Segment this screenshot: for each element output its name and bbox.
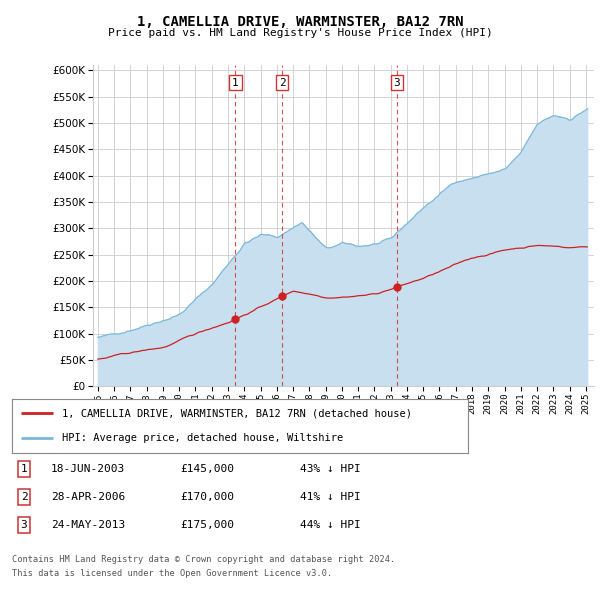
Text: Price paid vs. HM Land Registry's House Price Index (HPI): Price paid vs. HM Land Registry's House …	[107, 28, 493, 38]
Text: 2: 2	[278, 78, 286, 87]
Text: 18-JUN-2003: 18-JUN-2003	[51, 464, 125, 474]
Text: This data is licensed under the Open Government Licence v3.0.: This data is licensed under the Open Gov…	[12, 569, 332, 578]
Text: 3: 3	[394, 78, 400, 87]
Text: 1, CAMELLIA DRIVE, WARMINSTER, BA12 7RN: 1, CAMELLIA DRIVE, WARMINSTER, BA12 7RN	[137, 15, 463, 29]
Text: 2: 2	[20, 493, 28, 502]
Text: 44% ↓ HPI: 44% ↓ HPI	[300, 520, 361, 530]
Text: £145,000: £145,000	[180, 464, 234, 474]
Text: 41% ↓ HPI: 41% ↓ HPI	[300, 493, 361, 502]
Text: HPI: Average price, detached house, Wiltshire: HPI: Average price, detached house, Wilt…	[62, 434, 343, 444]
Text: 24-MAY-2013: 24-MAY-2013	[51, 520, 125, 530]
Text: 28-APR-2006: 28-APR-2006	[51, 493, 125, 502]
Text: £170,000: £170,000	[180, 493, 234, 502]
Text: 3: 3	[20, 520, 28, 530]
Text: 43% ↓ HPI: 43% ↓ HPI	[300, 464, 361, 474]
Text: £175,000: £175,000	[180, 520, 234, 530]
Text: 1, CAMELLIA DRIVE, WARMINSTER, BA12 7RN (detached house): 1, CAMELLIA DRIVE, WARMINSTER, BA12 7RN …	[62, 408, 412, 418]
Text: Contains HM Land Registry data © Crown copyright and database right 2024.: Contains HM Land Registry data © Crown c…	[12, 555, 395, 564]
Text: 1: 1	[232, 78, 239, 87]
Text: 1: 1	[20, 464, 28, 474]
